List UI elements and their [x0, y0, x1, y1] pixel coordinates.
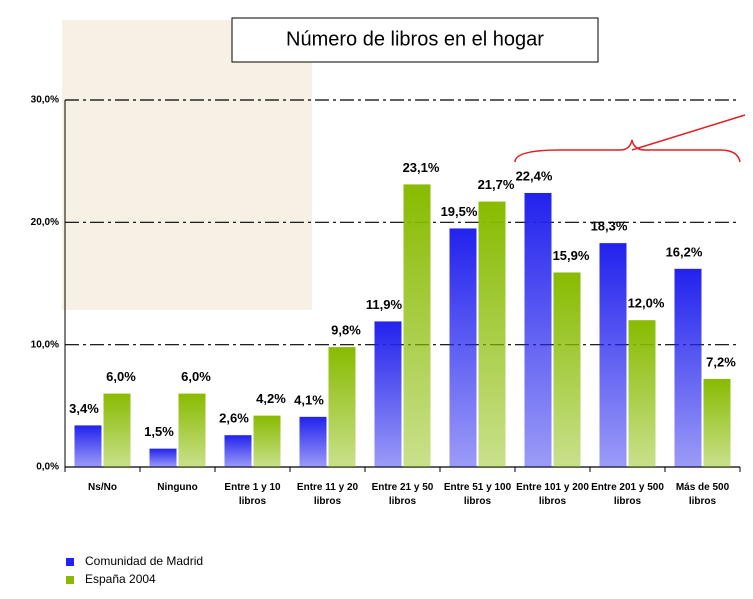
value-label: 4,1% — [294, 392, 324, 407]
x-tick-label: Entre 21 y 50 libros — [371, 482, 434, 507]
legend-label: Comunidad de Madrid — [85, 554, 204, 568]
x-tick-label: Ninguno — [157, 482, 198, 493]
bar — [524, 192, 552, 467]
value-label: 4,2% — [256, 391, 286, 406]
bar — [599, 243, 627, 467]
value-label: 6,0% — [106, 369, 136, 384]
value-label: 16,2% — [666, 244, 703, 259]
value-label: 1,5% — [144, 424, 174, 439]
x-tick-label: Entre 51 y 100 libros — [443, 482, 512, 507]
bar — [449, 228, 477, 467]
value-label: 18,3% — [591, 219, 628, 234]
value-label: 19,5% — [441, 204, 478, 219]
x-tick-label: Ns/No — [88, 482, 117, 493]
bar — [178, 393, 206, 467]
bar — [149, 448, 177, 467]
bar — [299, 416, 327, 467]
bar — [703, 378, 731, 467]
bar — [403, 184, 431, 467]
legend-label: España 2004 — [85, 572, 156, 586]
value-label: 7,2% — [706, 354, 736, 369]
y-tick-label: 30,0% — [31, 95, 59, 106]
bracket — [514, 114, 746, 163]
value-label: 6,0% — [181, 369, 211, 384]
value-label: 23,1% — [403, 160, 440, 175]
bar — [103, 393, 131, 467]
value-label: 15,9% — [553, 248, 590, 263]
chart-title: Número de libros en el hogar — [286, 28, 544, 50]
legend-swatch — [66, 558, 74, 566]
x-tick-label: Entre 101 y 200 libros — [516, 482, 589, 507]
value-label: 12,0% — [628, 296, 665, 311]
value-label: 9,8% — [331, 323, 361, 338]
value-label: 3,4% — [69, 401, 99, 416]
title-box — [231, 17, 599, 63]
bar — [478, 201, 506, 467]
x-tick-label: Más de 500 libros — [675, 482, 730, 507]
x-tick-label: Entre 11 y 20 libros — [296, 482, 359, 507]
value-label: 2,6% — [219, 411, 249, 426]
bar — [628, 320, 656, 467]
y-tick-label: 0,0% — [36, 462, 59, 473]
bar — [224, 435, 252, 467]
y-tick-label: 20,0% — [31, 217, 59, 228]
x-tick-label: Entre 201 y 500 libros — [591, 482, 664, 507]
bar — [553, 272, 581, 467]
bar — [328, 347, 356, 467]
bar — [674, 268, 702, 467]
y-tick-label: 10,0% — [31, 339, 59, 350]
bar — [74, 425, 102, 467]
x-tick-label: Entre 1 y 10 libros — [224, 482, 281, 507]
value-label: 11,9% — [366, 297, 403, 312]
legend-swatch — [66, 576, 74, 584]
background-image — [62, 20, 312, 310]
value-label: 22,4% — [516, 168, 553, 183]
value-label: 21,7% — [478, 177, 515, 192]
bar — [253, 415, 281, 467]
bar — [374, 321, 402, 467]
